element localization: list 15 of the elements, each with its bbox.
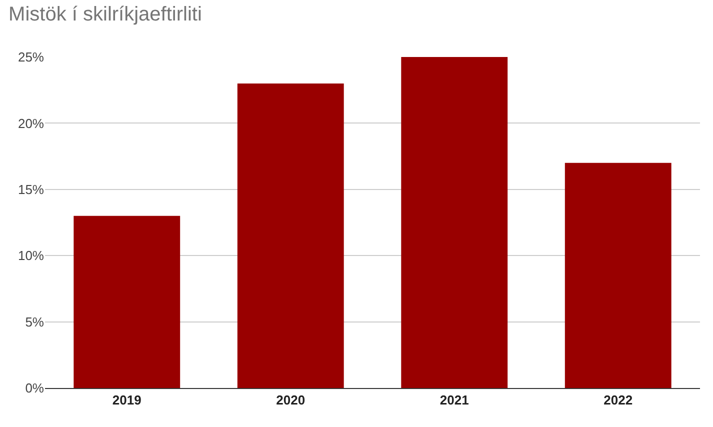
x-tick-label: 2019 <box>112 392 142 408</box>
bar <box>74 216 180 388</box>
bar <box>237 83 344 388</box>
bar <box>564 162 672 388</box>
y-tick-label: 20% <box>18 116 44 131</box>
y-tick-label: 25% <box>18 50 44 65</box>
x-tick-label: 2021 <box>440 392 469 408</box>
y-tick-label: 10% <box>18 248 44 264</box>
chart-title: Mistök í skilríkjaeftirliti <box>8 3 202 26</box>
x-tick-label: 2020 <box>276 392 306 408</box>
bar <box>401 57 508 388</box>
y-tick-label: 15% <box>18 182 44 197</box>
x-tick-label: 2022 <box>604 392 633 408</box>
y-tick-label: 0% <box>25 380 44 396</box>
y-tick-label: 5% <box>25 314 44 330</box>
